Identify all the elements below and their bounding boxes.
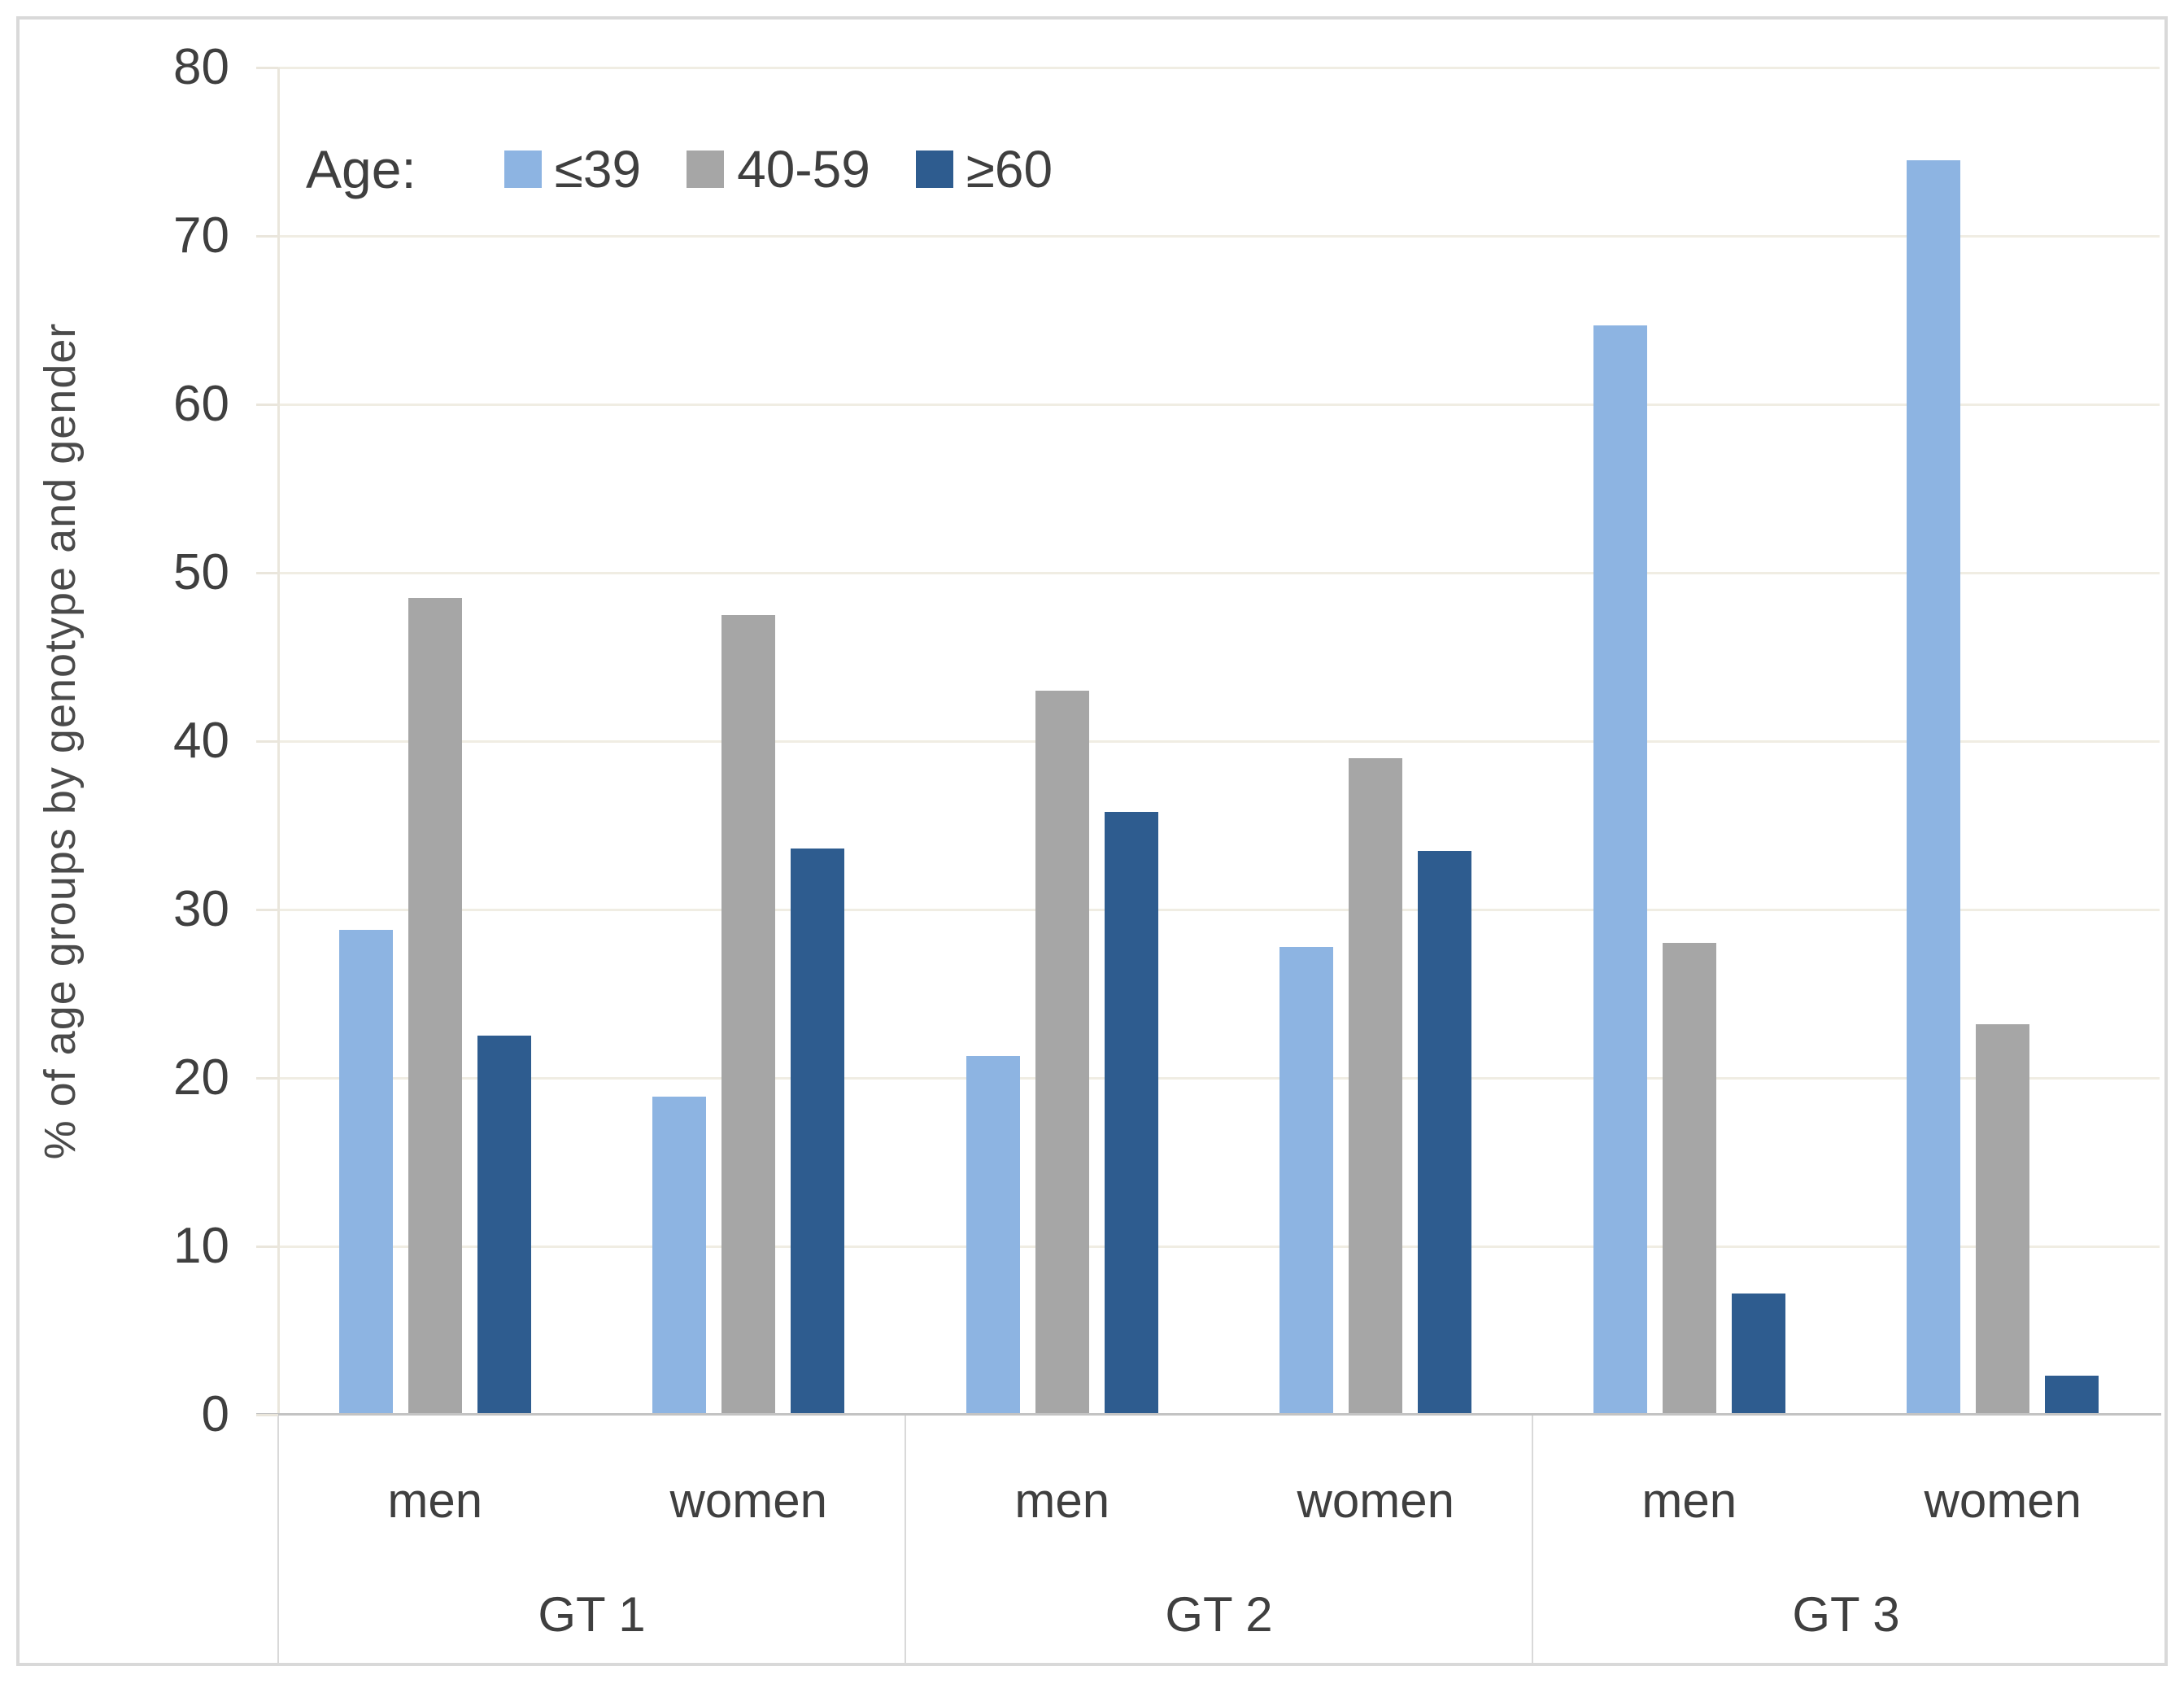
- y-tick-label-0: 0: [201, 1386, 229, 1442]
- y-tick-mark-70: [256, 235, 278, 238]
- category-label-women-5: women: [1924, 1473, 2082, 1528]
- legend-swatch-le39-icon: [503, 151, 542, 188]
- bar-≥60-GT 1-men: [477, 1036, 531, 1415]
- bar-≤39-GT 1-men: [338, 929, 393, 1415]
- bar-≤39-GT 3-women: [1907, 159, 1961, 1415]
- y-axis-line: [277, 68, 280, 1415]
- legend: Age: ≤39 40-59 ≥60: [306, 137, 1098, 202]
- y-tick-label-10: 10: [173, 1218, 229, 1274]
- legend-item-age-ge60: ≥60: [915, 139, 1053, 199]
- y-tick-label-30: 30: [173, 881, 229, 937]
- gridline-40: [278, 740, 2160, 743]
- plot-area: [278, 67, 2160, 1415]
- bar-≤39-GT 1-women: [652, 1096, 707, 1415]
- gridline-50: [278, 572, 2160, 574]
- legend-item-age-40-59: 40-59: [687, 139, 870, 199]
- gridline-20: [278, 1077, 2160, 1080]
- category-divider-2: [1532, 1416, 1533, 1663]
- bar-40-59-GT 1-women: [721, 614, 776, 1415]
- y-tick-mark-10: [256, 1246, 278, 1248]
- bar-≥60-GT 2-men: [1104, 811, 1158, 1415]
- x-axis-line: [256, 1413, 2161, 1416]
- group-label-gt-1: GT 1: [538, 1587, 646, 1642]
- legend-label-le39: ≤39: [554, 140, 642, 199]
- group-label-gt-2: GT 2: [1165, 1587, 1273, 1642]
- category-label-men-4: men: [1641, 1473, 1737, 1528]
- legend-swatch-40-59-icon: [687, 151, 725, 188]
- y-tick-label-50: 50: [173, 544, 229, 600]
- bar-40-59-GT 3-men: [1662, 943, 1716, 1415]
- y-tick-label-60: 60: [173, 376, 229, 432]
- category-label-men-2: men: [1014, 1473, 1110, 1528]
- legend-swatch-ge60-icon: [915, 151, 953, 188]
- gridline-10: [278, 1246, 2160, 1248]
- bar-40-59-GT 2-women: [1349, 757, 1403, 1415]
- bar-≥60-GT 3-men: [1731, 1293, 1785, 1415]
- legend-label-40-59: 40-59: [737, 140, 870, 199]
- y-tick-mark-60: [256, 404, 278, 406]
- y-axis-title: % of age groups by genotype and gender: [36, 322, 85, 1160]
- y-tick-mark-80: [256, 67, 278, 69]
- gridline-60: [278, 404, 2160, 406]
- bar-≤39-GT 2-women: [1279, 946, 1334, 1415]
- y-tick-label-80: 80: [173, 39, 229, 95]
- bar-40-59-GT 1-men: [408, 598, 462, 1415]
- bar-≥60-GT 3-women: [2045, 1376, 2099, 1415]
- category-divider-1: [905, 1416, 906, 1663]
- y-tick-label-20: 20: [173, 1049, 229, 1106]
- group-label-gt-3: GT 3: [1792, 1587, 1900, 1642]
- bar-≤39-GT 3-men: [1593, 325, 1647, 1415]
- category-label-men-0: men: [387, 1473, 483, 1528]
- y-tick-label-40: 40: [173, 713, 229, 769]
- legend-item-age-le39: ≤39: [503, 139, 642, 199]
- category-divider-0: [277, 1416, 279, 1663]
- gridline-80: [278, 67, 2160, 69]
- y-tick-mark-50: [256, 572, 278, 574]
- y-tick-label-70: 70: [173, 207, 229, 264]
- bar-40-59-GT 3-women: [1976, 1023, 2030, 1415]
- legend-label-ge60: ≥60: [966, 140, 1053, 199]
- y-tick-mark-0: [256, 1414, 278, 1416]
- bar-≤39-GT 2-men: [966, 1056, 1020, 1415]
- category-label-women-3: women: [1297, 1473, 1454, 1528]
- bar-40-59-GT 2-men: [1035, 690, 1089, 1415]
- y-tick-mark-40: [256, 740, 278, 743]
- legend-title: Age:: [306, 139, 416, 199]
- gridline-70: [278, 235, 2160, 238]
- y-tick-mark-30: [256, 909, 278, 911]
- bar-≥60-GT 1-women: [791, 849, 845, 1415]
- category-label-women-1: women: [669, 1473, 827, 1528]
- y-tick-mark-20: [256, 1077, 278, 1080]
- gridline-30: [278, 909, 2160, 911]
- bar-≥60-GT 2-women: [1418, 850, 1472, 1415]
